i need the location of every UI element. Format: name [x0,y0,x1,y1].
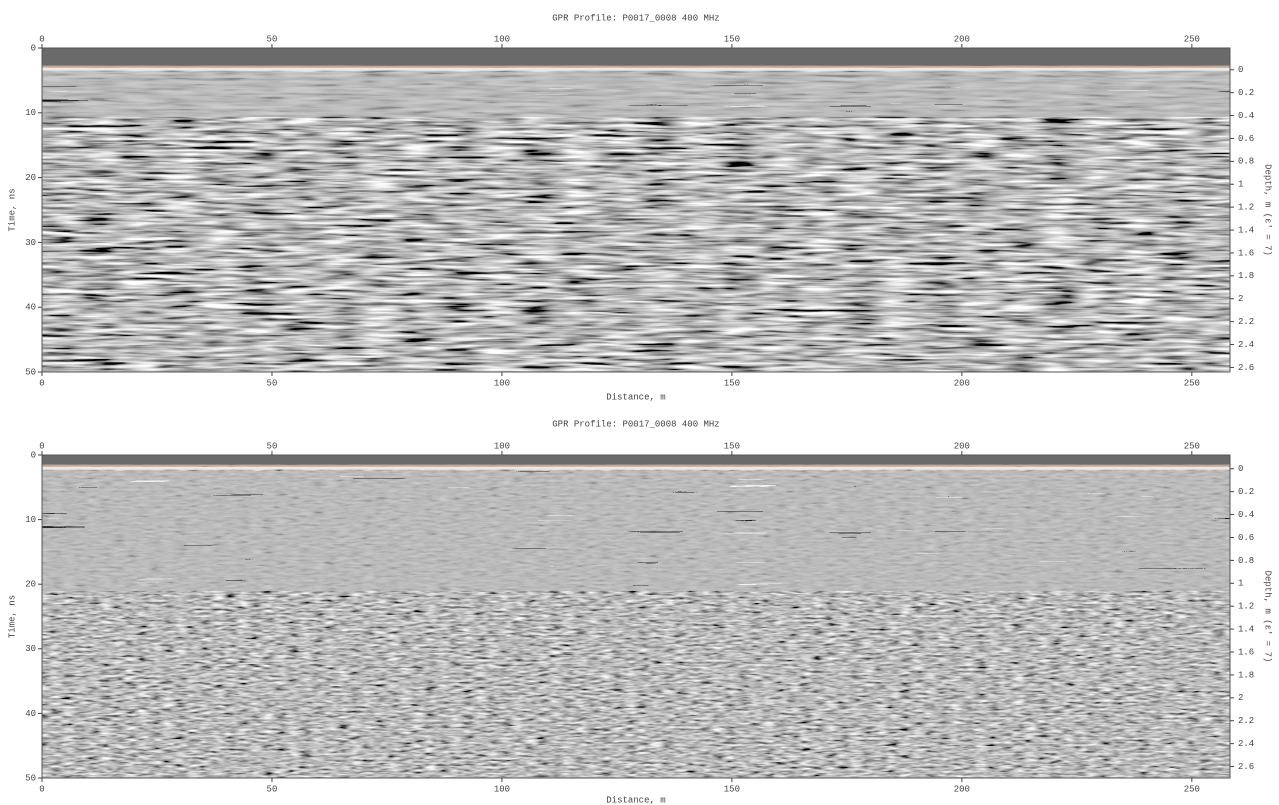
y-tick-label: 20 [25,173,36,183]
chart-title: GPR Profile: P0017_0008 400 MHz [552,13,719,23]
y-tick-label: 0 [31,450,36,460]
y2-tick-label: 0.2 [1238,88,1254,98]
reflection-bands [42,71,1230,117]
x-tick-label-top: 0 [39,34,44,44]
y-tick-label: 50 [25,367,36,377]
y2-tick-label: 2.4 [1238,739,1254,749]
x-tick-label-top: 250 [1184,34,1200,44]
y2-tick-label: 0.8 [1238,556,1254,566]
x-tick-label: 100 [494,784,510,794]
y2-tick-label: 2.2 [1238,716,1254,726]
x-tick-label: 200 [954,784,970,794]
y2-axis-label: Depth, m (ε' = 7) [1263,164,1273,256]
plot-frame [41,454,1231,779]
y2-tick-label: 0 [1238,65,1243,75]
y-tick-label: 40 [25,709,36,719]
y2-tick-label: 0.6 [1238,533,1254,543]
y-tick-label: 50 [25,773,36,783]
y2-tick-label: 0.6 [1238,134,1254,144]
x-tick-label-top: 100 [494,34,510,44]
y2-axis-label: Depth, m (ε' = 7) [1263,571,1273,663]
x-tick-label: 250 [1184,378,1200,388]
x-tick-label-top: 150 [724,441,740,451]
y2-tick-label: 1 [1238,180,1243,190]
reflection-bands [42,470,1230,591]
y-tick-label: 0 [31,43,36,53]
y2-tick-label: 1.6 [1238,647,1254,657]
x-tick-label: 250 [1184,784,1200,794]
y-tick-label: 10 [25,108,36,118]
x-tick-label: 150 [724,784,740,794]
x-tick-label-top: 50 [267,441,278,451]
x-tick-label-top: 150 [724,34,740,44]
x-axis-label: Distance, m [606,392,665,402]
y2-tick-label: 1.4 [1238,624,1254,634]
y2-tick-label: 1.8 [1238,271,1254,281]
y-tick-label: 10 [25,515,36,525]
x-tick-label: 50 [267,378,278,388]
air-layer [42,48,1230,66]
y2-tick-label: 2 [1238,294,1243,304]
x-tick-label: 50 [267,784,278,794]
y2-tick-label: 2 [1238,693,1243,703]
x-tick-label: 150 [724,378,740,388]
y-tick-label: 30 [25,644,36,654]
y2-tick-label: 1.8 [1238,670,1254,680]
y2-tick-label: 1 [1238,579,1243,589]
x-tick-label: 0 [39,784,44,794]
y2-tick-label: 0.4 [1238,510,1254,520]
plot-frame [41,47,1231,373]
y2-tick-label: 1.6 [1238,248,1254,258]
y2-tick-label: 0.4 [1238,111,1254,121]
surface-line [42,464,1230,467]
y-tick-label: 30 [25,238,36,248]
x-tick-label-top: 0 [39,441,44,451]
y2-tick-label: 1.2 [1238,602,1254,612]
y2-tick-label: 2.2 [1238,317,1254,327]
y-tick-label: 20 [25,580,36,590]
surface-line [42,65,1230,68]
x-tick-label-top: 200 [954,34,970,44]
y2-tick-label: 1.2 [1238,203,1254,213]
x-tick-label: 200 [954,378,970,388]
x-tick-label-top: 200 [954,441,970,451]
chart-title: GPR Profile: P0017_0008 400 MHz [552,419,719,429]
y2-tick-label: 0 [1238,464,1243,474]
y-axis-label: Time, ns [7,595,17,638]
y2-tick-label: 1.4 [1238,225,1254,235]
y2-tick-label: 2.6 [1238,363,1254,373]
x-tick-label: 0 [39,378,44,388]
x-tick-label-top: 50 [267,34,278,44]
surface-white [42,67,1230,71]
x-tick-label-top: 250 [1184,441,1200,451]
x-tick-label: 100 [494,378,510,388]
air-layer [42,455,1230,465]
y-axis-label: Time, ns [7,188,17,231]
y2-tick-label: 0.8 [1238,157,1254,167]
x-tick-label-top: 100 [494,441,510,451]
y-tick-label: 40 [25,303,36,313]
y2-tick-label: 0.2 [1238,487,1254,497]
y2-tick-label: 2.4 [1238,340,1254,350]
surface-white [42,466,1230,470]
y2-tick-label: 2.6 [1238,762,1254,772]
x-axis-label: Distance, m [606,795,665,805]
